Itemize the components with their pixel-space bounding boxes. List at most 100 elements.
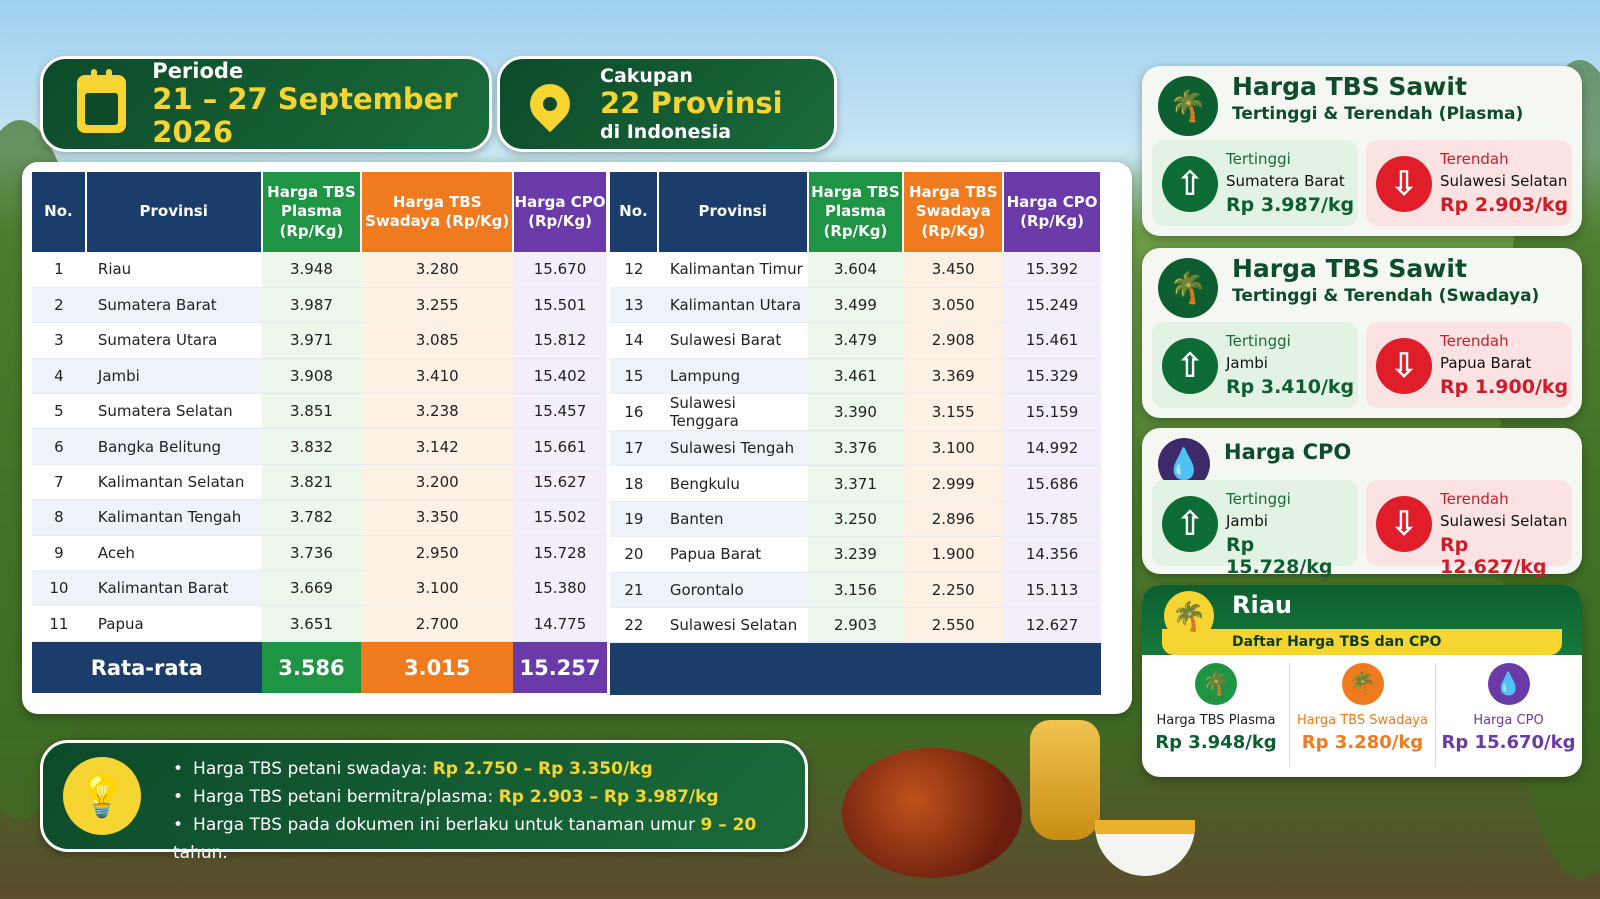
cell-no: 1: [32, 252, 86, 288]
note-item: Harga TBS petani swadaya: Rp 2.750 – Rp …: [173, 755, 805, 783]
cell-provinsi: Aceh: [85, 535, 262, 572]
col-no: No.: [32, 172, 87, 252]
cell-provinsi: Kalimantan Utara: [657, 287, 808, 324]
cell-provinsi: Kalimantan Timur: [657, 252, 808, 288]
table-row: 3 Sumatera Utara 3.971 3.085 15.812: [32, 322, 607, 359]
cell-swadaya: 2.700: [361, 605, 514, 642]
card-title: Harga TBS Sawit: [1232, 72, 1467, 101]
average-label: Rata-rata: [32, 641, 262, 694]
high-low-pair: ⇧ Tertinggi Jambi Rp 3.410/kg ⇩ Terendah Papua…: [1152, 322, 1572, 408]
box-label: Tertinggi: [1226, 490, 1291, 508]
table-row: 4 Jambi 3.908 3.410 15.402: [32, 358, 607, 395]
cell-no: 17: [610, 430, 658, 467]
cell-no: 21: [610, 572, 658, 609]
box-place: Jambi: [1226, 354, 1268, 372]
price-table-left: No. Provinsi Harga TBS Plasma (Rp/Kg) Ha…: [32, 172, 608, 694]
cell-swadaya: 3.050: [903, 287, 1004, 324]
note-after: tahun.: [173, 843, 228, 863]
cell-provinsi: Sulawesi Barat: [657, 322, 808, 359]
table-row: 20 Papua Barat 3.239 1.900 14.356: [610, 536, 1101, 573]
oil-drop-icon: 💧: [1487, 663, 1530, 705]
riau-item-value: Rp 3.948/kg: [1155, 732, 1277, 753]
card-title: Harga TBS Sawit: [1232, 254, 1467, 283]
cell-swadaya: 2.999: [903, 465, 1004, 502]
table-row: 21 Gorontalo 3.156 2.250 15.113: [610, 572, 1101, 609]
col-provinsi: Provinsi: [657, 172, 809, 252]
riau-title: Riau: [1232, 591, 1292, 619]
cell-no: 15: [610, 358, 658, 395]
cell-plasma: 3.156: [807, 572, 904, 609]
box-place: Jambi: [1226, 512, 1268, 530]
col-swadaya: Harga TBS Swadaya (Rp/Kg): [903, 172, 1005, 252]
table-row: 19 Banten 3.250 2.896 15.785: [610, 501, 1101, 538]
cell-no: 22: [610, 607, 658, 644]
cell-swadaya: 3.450: [903, 252, 1004, 288]
cell-no: 4: [32, 358, 86, 395]
oil-bottle-illustration: [1030, 720, 1100, 840]
box-value: Rp 2.903/kg: [1440, 194, 1569, 216]
price-table-panel: No. Provinsi Harga TBS Plasma (Rp/Kg) Ha…: [22, 162, 1132, 714]
high-low-pair: ⇧ Tertinggi Sumatera Barat Rp 3.987/kg ⇩ Tere…: [1152, 140, 1572, 226]
table-row: 6 Bangka Belitung 3.832 3.142 15.661: [32, 428, 607, 465]
note-item: Harga TBS petani bermitra/plasma: Rp 2.9…: [173, 783, 805, 811]
cell-cpo: 15.728: [513, 535, 607, 572]
arrow-down-icon: ⇩: [1376, 156, 1432, 212]
box-value: Rp 3.410/kg: [1226, 376, 1355, 398]
cell-plasma: 3.651: [261, 605, 362, 642]
cell-plasma: 3.821: [261, 464, 362, 501]
cell-no: 16: [610, 393, 658, 432]
cell-provinsi: Sulawesi Tengah: [657, 430, 808, 467]
cell-cpo: 14.775: [513, 605, 607, 642]
cakupan-card: Cakupan 22 Provinsi di Indonesia: [497, 56, 837, 152]
riau-price-item: 🌴 Harga TBS Swadaya Rp 3.280/kg: [1289, 663, 1435, 767]
cell-no: 19: [610, 501, 658, 538]
cell-provinsi: Sumatera Barat: [85, 287, 262, 324]
cell-cpo: 14.356: [1003, 536, 1101, 573]
cell-cpo: 15.402: [513, 358, 607, 395]
cell-provinsi: Kalimantan Tengah: [85, 499, 262, 536]
cell-plasma: 3.461: [807, 358, 904, 395]
cell-provinsi: Sumatera Selatan: [85, 393, 262, 430]
cell-swadaya: 2.250: [903, 572, 1004, 609]
periode-value: 21 – 27 September 2026: [152, 81, 458, 149]
table-row: 15 Lampung 3.461 3.369 15.329: [610, 358, 1101, 395]
cell-plasma: 3.371: [807, 465, 904, 502]
cell-swadaya: 3.280: [361, 252, 514, 288]
cell-no: 6: [32, 428, 86, 465]
cell-no: 20: [610, 536, 658, 573]
cell-provinsi: Sumatera Utara: [85, 322, 262, 359]
riau-price-item: 🌴 Harga TBS Plasma Rp 3.948/kg: [1143, 663, 1289, 767]
cell-no: 18: [610, 465, 658, 502]
highest-box: ⇧ Tertinggi Jambi Rp 3.410/kg: [1152, 322, 1358, 408]
table-row: 8 Kalimantan Tengah 3.782 3.350 15.502: [32, 499, 607, 536]
arrow-down-icon: ⇩: [1376, 496, 1432, 552]
note-text: Harga TBS petani bermitra/plasma:: [193, 787, 499, 807]
average-cpo: 15.257: [513, 641, 607, 694]
average-row: Rata-rata 3.586 3.015 15.257: [32, 641, 607, 694]
cell-provinsi: Kalimantan Selatan: [85, 464, 262, 501]
cell-plasma: 3.736: [261, 535, 362, 572]
cell-plasma: 3.604: [807, 252, 904, 288]
table-row: 7 Kalimantan Selatan 3.821 3.200 15.627: [32, 464, 607, 501]
average-swadaya: 3.015: [361, 641, 514, 694]
cell-swadaya: 2.896: [903, 501, 1004, 538]
card-subtitle: Tertinggi & Terendah (Plasma): [1232, 104, 1524, 124]
cell-no: 3: [32, 322, 86, 359]
cell-cpo: 15.670: [513, 252, 607, 288]
box-value: Rp 3.987/kg: [1226, 194, 1355, 216]
box-value: Rp 15.728/kg: [1226, 534, 1333, 578]
cell-provinsi: Lampung: [657, 358, 808, 395]
cell-swadaya: 3.255: [361, 287, 514, 324]
cell-plasma: 3.390: [807, 393, 904, 432]
cell-plasma: 3.479: [807, 322, 904, 359]
cell-no: 11: [32, 605, 86, 642]
cell-provinsi: Bengkulu: [657, 465, 808, 502]
periode-label: Periode: [152, 58, 244, 83]
riau-item-value: Rp 3.280/kg: [1301, 732, 1424, 753]
arrow-down-icon: ⇩: [1376, 338, 1432, 394]
cell-cpo: 15.392: [1003, 252, 1101, 288]
table-row: 9 Aceh 3.736 2.950 15.728: [32, 535, 607, 572]
palm-icon: 🌴: [1195, 663, 1237, 705]
arrow-up-icon: ⇧: [1162, 156, 1218, 212]
col-plasma: Harga TBS Plasma (Rp/Kg): [807, 172, 905, 252]
